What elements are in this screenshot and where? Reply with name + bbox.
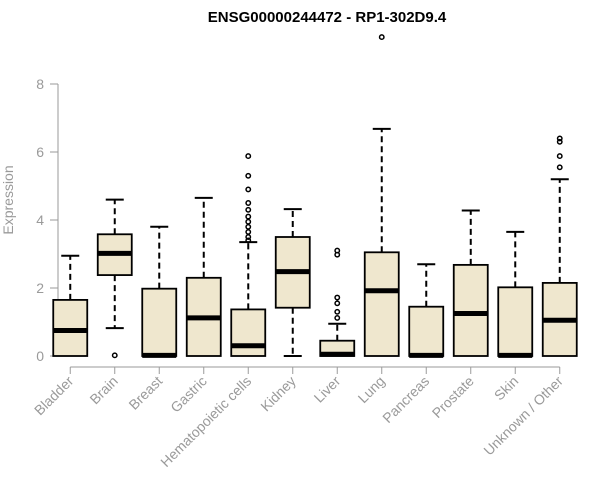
outlier-point xyxy=(111,352,118,359)
box-iqr xyxy=(408,305,445,357)
y-tick-label: 8 xyxy=(36,76,44,92)
outlier-point xyxy=(245,228,252,235)
x-tick-label: Bladder xyxy=(31,373,77,419)
x-tick-label: Kidney xyxy=(257,373,299,415)
box-7 xyxy=(319,247,356,357)
y-tick-label: 6 xyxy=(36,144,44,160)
plot-area xyxy=(52,34,578,359)
box-11 xyxy=(497,230,534,358)
x-tick-label: Breast xyxy=(125,373,165,413)
outlier-point xyxy=(556,138,563,145)
x-tick-label: Brain xyxy=(86,373,120,407)
y-tick-label: 0 xyxy=(36,348,44,364)
box-9 xyxy=(408,263,445,358)
outlier-point xyxy=(245,153,252,160)
outlier-point xyxy=(245,200,252,206)
outlier-point xyxy=(334,300,341,307)
x-tick-label: Pancreas xyxy=(379,373,432,426)
y-tick-label: 4 xyxy=(36,212,44,228)
outlier-point xyxy=(334,294,341,301)
chart-title: ENSG00000244472 - RP1-302D9.4 xyxy=(208,9,447,26)
y-axis-label: Expression xyxy=(0,165,16,234)
box-12 xyxy=(541,135,578,357)
outlier-point xyxy=(334,314,341,321)
outlier-point xyxy=(245,172,252,179)
x-tick-label: Gastric xyxy=(167,373,210,416)
outlier-point xyxy=(245,237,252,244)
box-2 xyxy=(96,198,133,359)
outlier-point xyxy=(245,186,252,193)
outlier-point xyxy=(378,34,385,41)
box-5 xyxy=(230,153,267,357)
x-tick-label: Lung xyxy=(355,373,388,406)
box-iqr xyxy=(363,251,400,357)
outlier-point xyxy=(245,218,252,225)
box-iqr xyxy=(141,287,178,357)
outlier-point xyxy=(245,234,252,240)
box-6 xyxy=(274,208,311,357)
outlier-point xyxy=(556,164,563,171)
outlier-point xyxy=(245,223,252,230)
outlier-point xyxy=(245,213,252,220)
box-iqr xyxy=(497,286,534,357)
box-8 xyxy=(363,34,400,357)
outlier-point xyxy=(556,135,563,142)
x-tick-label: Skin xyxy=(491,373,522,404)
x-tick-label: Unknown / Other xyxy=(480,373,566,459)
outlier-point xyxy=(556,153,563,160)
box-3 xyxy=(141,225,178,358)
y-tick-label: 2 xyxy=(36,280,44,296)
x-tick-label: Liver xyxy=(311,373,344,406)
outlier-point xyxy=(334,247,341,254)
box-iqr xyxy=(230,308,267,357)
x-tick-label: Prostate xyxy=(429,373,477,421)
box-10 xyxy=(452,209,489,357)
box-4 xyxy=(185,196,222,357)
box-iqr xyxy=(52,298,89,357)
box-1 xyxy=(52,254,89,357)
box-iqr xyxy=(452,263,489,357)
outlier-point xyxy=(334,308,341,315)
outlier-point xyxy=(245,206,252,213)
